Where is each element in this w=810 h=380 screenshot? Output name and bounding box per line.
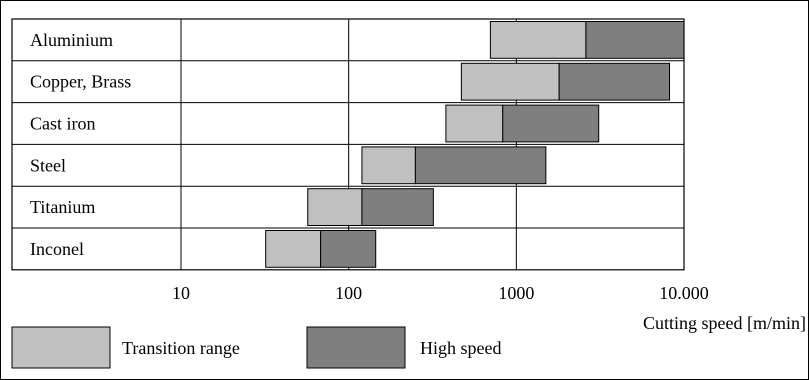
category-label-4: Titanium [30,197,95,217]
bar-transition-4 [307,188,363,226]
bar-transition-2 [445,104,504,143]
x-tick-label-2: 1000 [498,283,534,303]
bar-transition-5 [265,230,322,268]
x-tick-label-3: 10.000 [659,283,709,303]
category-label-2: Cast iron [30,114,96,134]
x-tick-label-1: 100 [335,283,362,303]
legend-label-transition: Transition range [122,338,240,358]
bar-high-speed-0 [585,21,685,59]
bar-high-speed-3 [414,146,547,185]
bar-transition-1 [460,62,560,101]
bar-high-speed-5 [320,230,377,268]
x-tick-label-0: 10 [172,283,190,303]
category-label-3: Steel [30,155,66,175]
x-axis-label: Cutting speed [m/min] [643,313,806,333]
legend-swatch-high-speed [306,326,406,369]
legend-label-high-speed: High speed [420,338,501,358]
bar-transition-0 [489,21,587,59]
category-label-5: Inconel [30,239,84,259]
table-border [11,18,685,271]
legend-swatch-transition [11,326,111,369]
bar-high-speed-1 [558,62,671,101]
category-label-1: Copper, Brass [30,72,131,92]
bar-high-speed-4 [361,188,434,226]
category-label-0: Aluminium [30,30,113,50]
bar-transition-3 [361,146,416,185]
bar-high-speed-2 [502,104,600,143]
